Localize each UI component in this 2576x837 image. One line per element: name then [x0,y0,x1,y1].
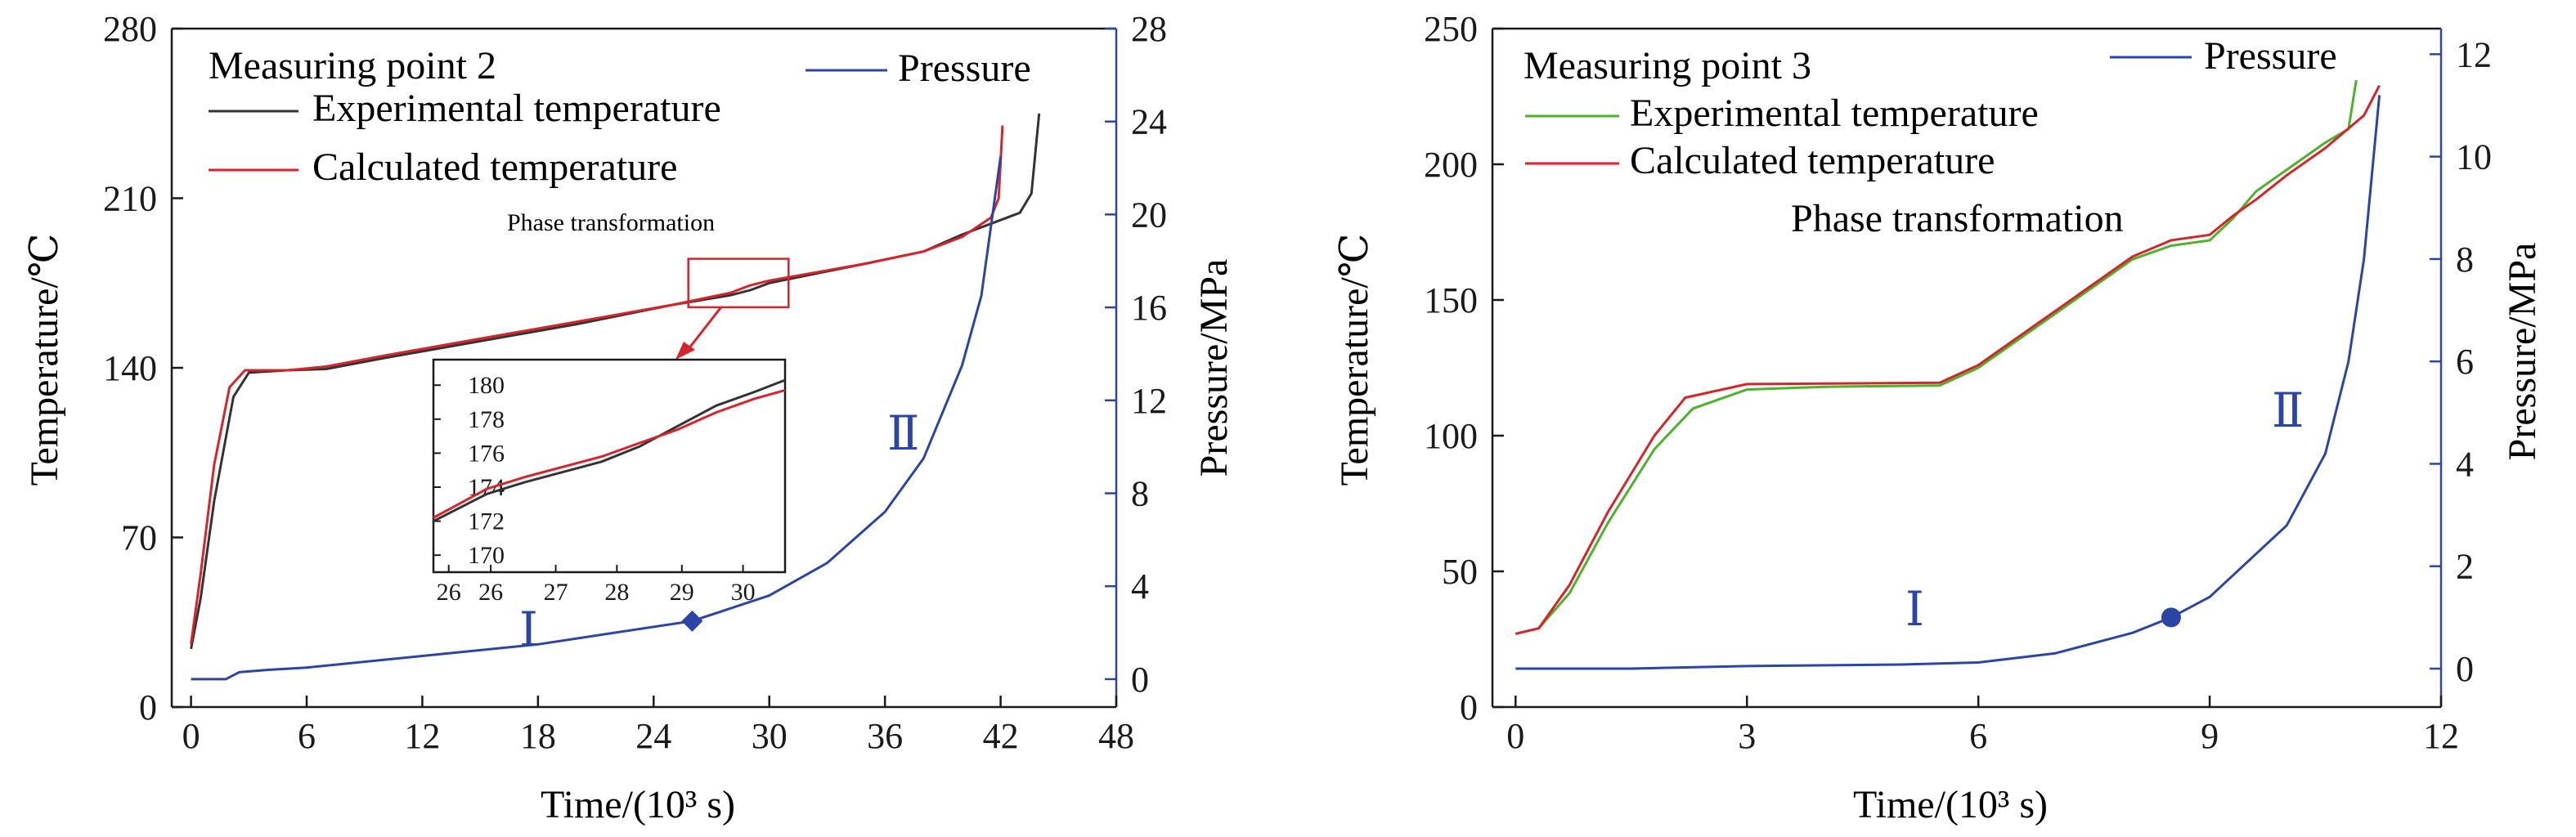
x-tick-label: 30 [752,716,788,756]
x-tick-label: 36 [867,716,903,756]
panel-title-point-3: Measuring point 3 [1524,44,1811,87]
y-left-tick-label: 150 [1424,280,1478,320]
x-tick-label: 3 [1738,716,1756,756]
legend-calculated-label: Calculated temperature [312,145,677,189]
y-right-tick-label: 12 [1131,381,1167,421]
inset-calculated-line [433,388,786,519]
x-tick-label: 18 [520,716,556,756]
inset-y-tick-label: 172 [468,508,505,535]
legend-experimental-label: Experimental temperature [312,87,721,130]
x-tick-label: 0 [182,716,200,756]
y-left-tick-label: 140 [103,348,157,388]
inset-x-tick-label: 28 [604,579,629,606]
inset-x-tick-label: 26 [437,579,461,606]
inset-y-tick-label: 170 [468,542,505,569]
calculated-temperature-line [1515,85,2381,635]
x-tick-label: 42 [983,716,1019,756]
inset-phase-label: Phase transformation [507,209,715,236]
inset-y-tick-label: 180 [468,372,505,399]
y-right-tick-label: 12 [2456,34,2492,74]
phase-transformation-label: Phase transformation [1791,197,2124,240]
x-tick-label: 24 [635,716,671,756]
y-right-tick-label: 8 [1131,473,1149,513]
stage-2-label-point-2: Ⅱ [887,407,919,460]
inset-x-tick-label: 27 [544,579,568,606]
y-right-tick-label: 16 [1131,288,1167,328]
zoom-arrow-head [675,342,695,360]
pressure-line [191,156,1003,681]
y-right-axis-label-point-3: Pressure/MPa [2501,243,2544,461]
y-left-tick-label: 280 [103,9,157,49]
x-tick-label: 48 [1098,716,1134,756]
inset-frame [432,358,787,574]
y-right-tick-label: 20 [1131,195,1167,235]
y-right-tick-label: 28 [1131,9,1167,49]
legend-pressure-label: Pressure [898,47,1031,90]
x-tick-label: 6 [298,716,316,756]
inset-y-tick-label: 178 [468,406,505,433]
y-right-tick-label: 10 [2456,137,2492,177]
inset-x-tick-label: 26 [478,579,503,606]
legend-experimental-label-2: Experimental temperature [1630,92,2039,135]
stage-1-label-point-2: Ⅰ [519,603,538,656]
zoom-arrow [684,306,722,354]
y-right-axis-label-point-2: Pressure/MPa [1192,259,1236,477]
y-right-tick-label: 24 [1131,102,1167,142]
experimental-temperature-line [1515,79,2358,635]
stage-boundary-marker [681,610,703,632]
y-left-axis-label-point-2: Temperature/℃ [23,234,66,486]
x-axis-label-point-2: Time/(10³ s) [541,783,735,826]
panel-measuring-point-3: Measuring point 3 Pressure Experimental … [1333,9,2544,826]
legend-pressure-label-2: Pressure [2204,34,2337,78]
legend-calculated-label-2: Calculated temperature [1630,139,1995,182]
y-left-tick-label: 100 [1424,416,1478,456]
y-right-tick-label: 8 [2456,239,2474,280]
stage-1-label-point-3: Ⅰ [1905,583,1924,636]
inset-y-tick-label: 176 [468,440,505,467]
x-axis-label-point-3: Time/(10³ s) [1853,783,2048,826]
inset-x-tick-label: 30 [731,579,756,606]
y-right-tick-label: 4 [1131,566,1149,606]
calculated-temperature-line [190,125,1004,645]
y-left-tick-label: 250 [1424,9,1478,49]
inset-x-tick-label: 29 [670,579,694,606]
panel-title-point-2: Measuring point 2 [209,44,496,87]
y-left-tick-label: 0 [1460,687,1478,727]
y-left-axis-label-point-3: Temperature/℃ [1333,234,1376,486]
x-tick-label: 0 [1506,716,1524,756]
pressure-line [1515,95,2381,670]
panel-measuring-point-2: Measuring point 2 Pressure Experimental … [23,9,1236,826]
x-tick-label: 9 [2201,716,2219,756]
inset-experimental-line [433,378,786,522]
x-tick-label: 6 [1969,716,1987,756]
y-left-tick-label: 210 [103,179,157,219]
y-right-tick-label: 0 [1131,660,1149,700]
phase-highlight-box [687,257,790,309]
x-tick-label: 12 [2423,716,2459,756]
y-right-tick-label: 0 [2456,649,2474,689]
y-right-tick-label: 2 [2456,547,2474,587]
stage-boundary-marker [2161,607,2181,628]
stage-2-label-point-3: Ⅱ [2272,384,2304,437]
y-left-tick-label: 0 [139,687,157,727]
y-right-tick-label: 4 [2456,444,2474,484]
x-tick-label: 12 [404,716,440,756]
y-right-tick-label: 6 [2456,342,2474,382]
y-left-tick-label: 200 [1424,145,1478,185]
y-left-tick-label: 50 [1442,552,1478,592]
y-left-tick-label: 70 [121,518,157,558]
